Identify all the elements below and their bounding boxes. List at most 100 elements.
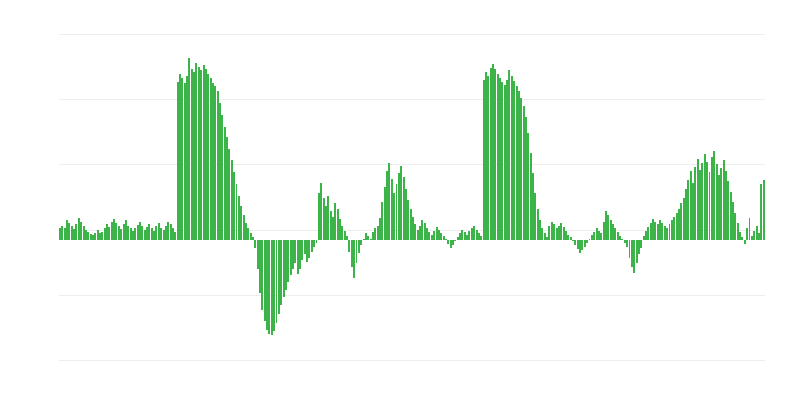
bar (77, 218, 80, 240)
bar (741, 237, 744, 240)
bar (336, 208, 339, 240)
bar (277, 240, 280, 315)
bar (746, 228, 749, 240)
bar (249, 233, 252, 240)
bar (569, 237, 572, 240)
bar (703, 153, 706, 240)
bar (461, 229, 464, 240)
bar (416, 229, 419, 240)
bar (84, 229, 87, 240)
bar (350, 240, 353, 268)
bar (640, 240, 643, 248)
bar (404, 189, 407, 240)
bar (515, 86, 518, 240)
bar (567, 234, 570, 240)
bar (708, 172, 711, 240)
bar (633, 240, 636, 273)
bar (543, 233, 546, 240)
bar (682, 198, 685, 240)
bar (75, 224, 78, 240)
bar (339, 219, 341, 240)
bar (673, 216, 676, 240)
bar (433, 230, 436, 240)
bar (696, 159, 699, 240)
bar (94, 232, 97, 240)
bar (407, 199, 410, 240)
bar (233, 172, 236, 240)
bar (207, 73, 210, 240)
bar (261, 240, 264, 311)
bar (282, 240, 285, 298)
bar (374, 228, 377, 240)
bar (134, 227, 137, 240)
bar (306, 240, 309, 263)
bar (150, 228, 153, 240)
bar (117, 225, 120, 240)
bar (466, 234, 469, 240)
bar (501, 82, 504, 240)
bar (386, 170, 389, 240)
bar (91, 235, 94, 240)
bar (626, 240, 629, 247)
bar (383, 186, 386, 240)
bar (80, 221, 83, 240)
bar (139, 222, 141, 240)
bar (143, 229, 146, 240)
bar (291, 240, 294, 269)
bar (475, 229, 478, 240)
bar (513, 80, 516, 240)
bar (642, 236, 645, 240)
bar (228, 148, 231, 240)
bar (583, 240, 586, 247)
bar (343, 230, 346, 240)
bar (61, 225, 64, 240)
bar (635, 240, 638, 264)
bar (762, 180, 765, 240)
bar (174, 231, 177, 240)
bar (353, 240, 356, 278)
bar (367, 236, 370, 240)
bar (355, 240, 358, 264)
bar (169, 224, 172, 240)
bar (200, 70, 203, 240)
bar (440, 233, 443, 240)
bar (435, 226, 438, 240)
bar (299, 240, 301, 269)
bar (141, 226, 144, 240)
bar (630, 240, 633, 268)
bar (442, 236, 445, 240)
bar (715, 164, 718, 240)
bar (127, 226, 130, 240)
bar (720, 168, 723, 240)
bar (129, 228, 132, 240)
bar (517, 91, 520, 240)
bar (289, 240, 292, 276)
bar (522, 105, 525, 240)
bar (449, 240, 452, 248)
bar (131, 230, 134, 240)
bar (734, 212, 737, 240)
bar (322, 198, 325, 240)
bar (473, 225, 476, 240)
bar (562, 226, 565, 240)
bar (82, 225, 85, 240)
bar (287, 240, 290, 282)
bar (487, 75, 490, 240)
bar (553, 224, 556, 240)
bar (506, 79, 509, 240)
bar (437, 229, 440, 240)
bar (609, 220, 612, 240)
bar (357, 240, 360, 254)
bar (334, 203, 337, 240)
bar (148, 224, 151, 240)
bar (219, 103, 221, 240)
bar (388, 163, 391, 240)
bar (160, 227, 163, 240)
bar (581, 240, 584, 251)
bar (492, 63, 494, 240)
bar (113, 219, 116, 240)
bar (242, 215, 245, 240)
bar (652, 219, 654, 240)
